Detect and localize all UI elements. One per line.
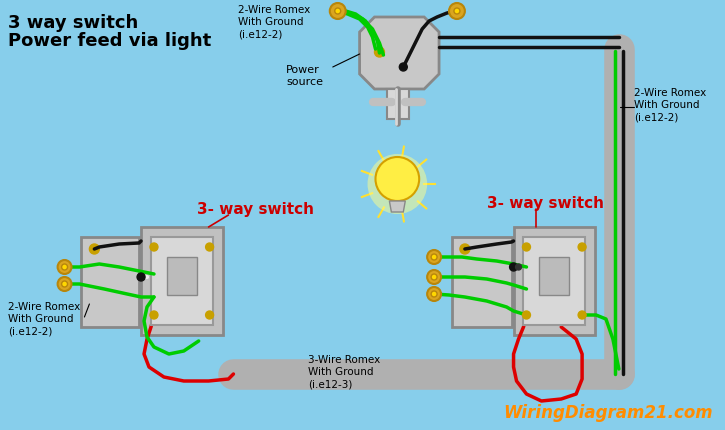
Circle shape (454, 9, 460, 15)
Bar (513, 227, 595, 335)
Bar (539, 258, 569, 295)
Circle shape (137, 273, 145, 281)
Bar (81, 237, 139, 327)
Bar (387, 90, 409, 120)
Circle shape (523, 243, 531, 252)
Circle shape (578, 243, 586, 252)
Circle shape (431, 291, 437, 297)
Circle shape (62, 281, 67, 287)
Circle shape (89, 244, 99, 255)
Circle shape (330, 4, 346, 20)
Circle shape (375, 48, 384, 58)
Polygon shape (389, 202, 405, 212)
Text: 2-Wire Romex
With Ground
(i.e12-2): 2-Wire Romex With Ground (i.e12-2) (239, 5, 310, 40)
Bar (523, 237, 585, 325)
Text: Power
source: Power source (286, 65, 323, 86)
Circle shape (427, 287, 441, 301)
Polygon shape (360, 18, 439, 90)
Circle shape (523, 311, 531, 319)
Text: 3- way switch: 3- way switch (196, 202, 314, 216)
Bar (141, 227, 223, 335)
Circle shape (431, 255, 437, 261)
Circle shape (368, 155, 427, 215)
Text: 3- way switch: 3- way switch (486, 196, 604, 211)
Circle shape (376, 158, 419, 202)
Circle shape (427, 270, 441, 284)
Circle shape (431, 274, 437, 280)
Circle shape (206, 243, 214, 252)
Circle shape (62, 264, 67, 270)
Circle shape (427, 250, 441, 264)
Circle shape (57, 277, 72, 291)
Text: 2-Wire Romex
With Ground
(i.e12-2): 2-Wire Romex With Ground (i.e12-2) (8, 301, 80, 336)
Bar (151, 237, 212, 325)
Circle shape (57, 261, 72, 274)
Circle shape (515, 264, 521, 270)
Bar (452, 237, 512, 327)
Text: WiringDiagram21.com: WiringDiagram21.com (504, 403, 713, 421)
Circle shape (335, 9, 341, 15)
Circle shape (460, 244, 470, 255)
Circle shape (449, 4, 465, 20)
Text: 3-Wire Romex
With Ground
(i.e12-3): 3-Wire Romex With Ground (i.e12-3) (308, 354, 380, 389)
Text: 2-Wire Romex
With Ground
(i.e12-2): 2-Wire Romex With Ground (i.e12-2) (634, 88, 706, 123)
Text: 3 way switch: 3 way switch (8, 14, 138, 32)
Circle shape (399, 64, 407, 72)
Circle shape (510, 264, 518, 271)
Circle shape (150, 311, 158, 319)
Circle shape (206, 311, 214, 319)
Circle shape (150, 243, 158, 252)
Circle shape (578, 311, 586, 319)
Bar (167, 258, 196, 295)
Text: Power feed via light: Power feed via light (8, 32, 211, 50)
